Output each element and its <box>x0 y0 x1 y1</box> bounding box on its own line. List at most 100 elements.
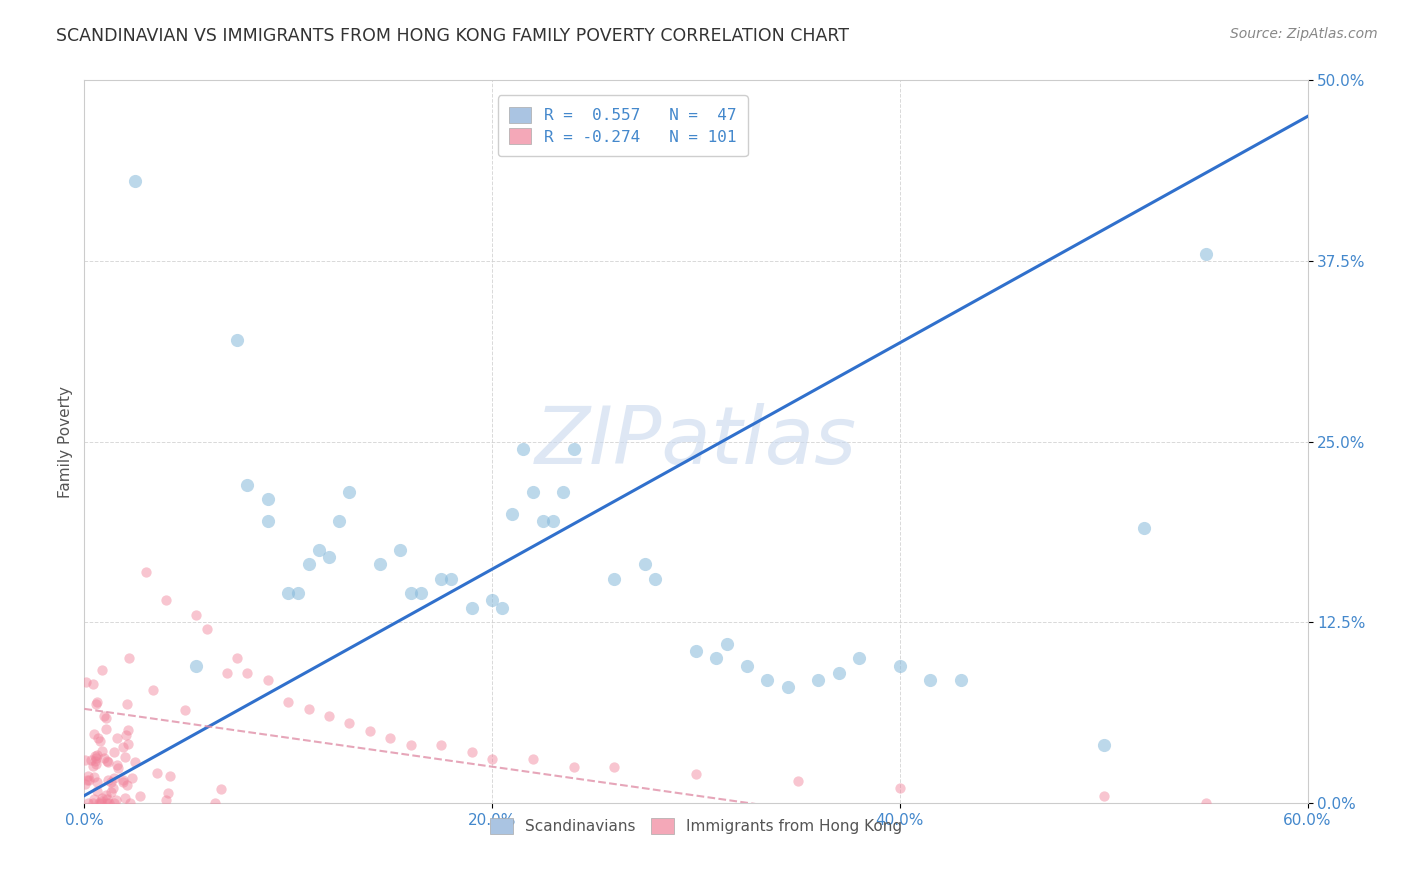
Point <box>339 485 361 500</box>
Point <box>461 600 484 615</box>
Point <box>685 644 707 658</box>
Point <box>112 773 135 788</box>
Point <box>807 673 830 687</box>
Point <box>328 514 350 528</box>
Point <box>236 665 259 680</box>
Point <box>94 711 117 725</box>
Point <box>889 658 911 673</box>
Point <box>100 774 122 789</box>
Point <box>114 791 136 805</box>
Point <box>96 796 118 810</box>
Point <box>531 514 554 528</box>
Y-axis label: Family Poverty: Family Poverty <box>58 385 73 498</box>
Point <box>103 796 125 810</box>
Point <box>83 749 105 764</box>
Point <box>226 651 249 665</box>
Point <box>339 716 361 731</box>
Point <box>380 731 402 745</box>
Point <box>83 726 105 740</box>
Point <box>277 586 299 600</box>
Point <box>389 542 412 557</box>
Point <box>562 760 585 774</box>
Point <box>76 772 98 787</box>
Point <box>83 791 105 805</box>
Point <box>114 729 136 743</box>
Point <box>82 759 104 773</box>
Point <box>90 791 112 805</box>
Point <box>409 586 432 600</box>
Point <box>226 334 249 348</box>
Point <box>84 751 107 765</box>
Point <box>603 760 626 774</box>
Point <box>848 651 870 665</box>
Point <box>118 650 141 665</box>
Point <box>287 586 309 600</box>
Point <box>204 796 226 810</box>
Point <box>79 772 101 787</box>
Point <box>124 174 146 188</box>
Point <box>155 792 177 806</box>
Point <box>87 731 110 746</box>
Point <box>103 772 125 786</box>
Point <box>90 796 112 810</box>
Point <box>117 723 139 738</box>
Text: ZIPatlas: ZIPatlas <box>534 402 858 481</box>
Point <box>86 756 108 771</box>
Point <box>502 507 524 521</box>
Point <box>756 673 779 687</box>
Point <box>257 673 280 687</box>
Point <box>86 695 108 709</box>
Text: SCANDINAVIAN VS IMMIGRANTS FROM HONG KONG FAMILY POVERTY CORRELATION CHART: SCANDINAVIAN VS IMMIGRANTS FROM HONG KON… <box>56 27 849 45</box>
Point <box>257 492 280 507</box>
Point <box>318 709 340 723</box>
Point <box>481 752 503 766</box>
Point <box>522 752 544 766</box>
Point <box>399 586 422 600</box>
Point <box>562 442 585 456</box>
Point <box>87 796 110 810</box>
Point <box>950 673 973 687</box>
Point <box>86 783 108 797</box>
Point <box>1195 796 1218 810</box>
Point <box>75 777 97 791</box>
Point <box>114 750 136 764</box>
Point <box>440 572 463 586</box>
Point <box>76 796 98 810</box>
Point <box>430 572 453 586</box>
Point <box>787 774 810 789</box>
Point <box>100 785 122 799</box>
Point <box>359 723 381 738</box>
Point <box>543 514 565 528</box>
Point <box>97 796 120 810</box>
Point <box>491 600 513 615</box>
Point <box>706 651 728 665</box>
Point <box>107 761 129 775</box>
Point <box>553 485 575 500</box>
Point <box>93 709 115 723</box>
Point <box>97 755 120 769</box>
Point <box>236 478 259 492</box>
Point <box>174 703 197 717</box>
Point <box>118 796 141 810</box>
Point <box>124 755 146 769</box>
Point <box>105 758 128 772</box>
Point <box>103 780 125 795</box>
Point <box>298 558 321 572</box>
Text: Source: ZipAtlas.com: Source: ZipAtlas.com <box>1230 27 1378 41</box>
Point <box>209 781 232 796</box>
Point <box>111 775 134 789</box>
Point <box>481 593 503 607</box>
Point <box>603 572 626 586</box>
Point <box>217 665 239 680</box>
Point <box>145 766 167 780</box>
Point <box>522 485 544 500</box>
Point <box>1133 521 1156 535</box>
Point <box>277 695 299 709</box>
Point <box>399 738 422 752</box>
Point <box>308 542 330 557</box>
Legend: Scandinavians, Immigrants from Hong Kong: Scandinavians, Immigrants from Hong Kong <box>482 811 910 842</box>
Point <box>90 743 112 757</box>
Point <box>91 664 114 678</box>
Point <box>318 550 340 565</box>
Point <box>685 767 707 781</box>
